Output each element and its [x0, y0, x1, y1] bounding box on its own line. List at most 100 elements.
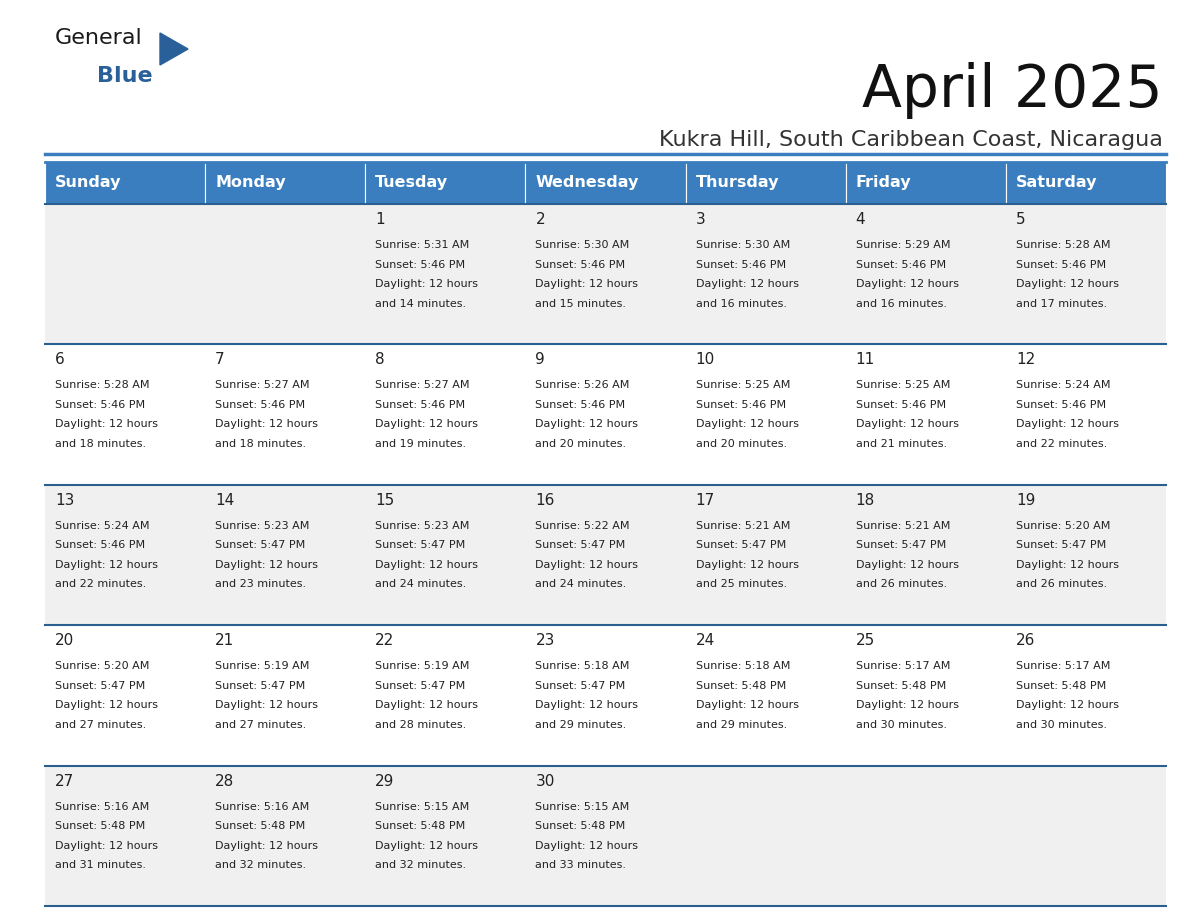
Text: Sunrise: 5:25 AM: Sunrise: 5:25 AM	[855, 380, 950, 390]
Text: and 30 minutes.: and 30 minutes.	[1016, 720, 1107, 730]
Text: Daylight: 12 hours: Daylight: 12 hours	[215, 700, 318, 711]
Text: Daylight: 12 hours: Daylight: 12 hours	[375, 700, 479, 711]
Text: 8: 8	[375, 353, 385, 367]
Text: Sunrise: 5:30 AM: Sunrise: 5:30 AM	[536, 240, 630, 250]
Text: Sunrise: 5:18 AM: Sunrise: 5:18 AM	[695, 661, 790, 671]
Text: Daylight: 12 hours: Daylight: 12 hours	[855, 700, 959, 711]
Text: Daylight: 12 hours: Daylight: 12 hours	[55, 700, 158, 711]
Text: Sunset: 5:46 PM: Sunset: 5:46 PM	[855, 260, 946, 270]
Text: Sunset: 5:48 PM: Sunset: 5:48 PM	[695, 681, 785, 690]
Text: and 16 minutes.: and 16 minutes.	[695, 298, 786, 308]
Text: Sunset: 5:47 PM: Sunset: 5:47 PM	[855, 541, 946, 550]
Text: Monday: Monday	[215, 175, 286, 191]
Text: Sunset: 5:46 PM: Sunset: 5:46 PM	[1016, 260, 1106, 270]
Text: and 33 minutes.: and 33 minutes.	[536, 860, 626, 870]
Text: Daylight: 12 hours: Daylight: 12 hours	[536, 700, 638, 711]
Text: Thursday: Thursday	[695, 175, 779, 191]
Bar	[846, 162, 1006, 204]
Text: 7: 7	[215, 353, 225, 367]
Text: 23: 23	[536, 633, 555, 648]
Text: 15: 15	[375, 493, 394, 508]
Text: Sunset: 5:46 PM: Sunset: 5:46 PM	[375, 260, 466, 270]
Text: Sunrise: 5:25 AM: Sunrise: 5:25 AM	[695, 380, 790, 390]
Text: and 21 minutes.: and 21 minutes.	[855, 439, 947, 449]
Text: and 25 minutes.: and 25 minutes.	[695, 579, 786, 589]
Text: Daylight: 12 hours: Daylight: 12 hours	[215, 420, 318, 430]
Text: and 18 minutes.: and 18 minutes.	[215, 439, 307, 449]
Text: and 20 minutes.: and 20 minutes.	[695, 439, 786, 449]
Text: 3: 3	[695, 212, 706, 227]
Text: Daylight: 12 hours: Daylight: 12 hours	[215, 560, 318, 570]
Text: Daylight: 12 hours: Daylight: 12 hours	[55, 560, 158, 570]
Text: Daylight: 12 hours: Daylight: 12 hours	[375, 420, 479, 430]
Text: Saturday: Saturday	[1016, 175, 1098, 191]
Text: Sunset: 5:47 PM: Sunset: 5:47 PM	[375, 681, 466, 690]
Text: 2: 2	[536, 212, 545, 227]
Text: Sunrise: 5:17 AM: Sunrise: 5:17 AM	[1016, 661, 1111, 671]
Text: and 18 minutes.: and 18 minutes.	[55, 439, 146, 449]
Text: and 22 minutes.: and 22 minutes.	[1016, 439, 1107, 449]
Text: and 30 minutes.: and 30 minutes.	[855, 720, 947, 730]
Text: Sunrise: 5:19 AM: Sunrise: 5:19 AM	[215, 661, 310, 671]
Text: and 27 minutes.: and 27 minutes.	[55, 720, 146, 730]
Text: 27: 27	[55, 774, 74, 789]
Text: Daylight: 12 hours: Daylight: 12 hours	[1016, 420, 1119, 430]
Text: Sunrise: 5:20 AM: Sunrise: 5:20 AM	[55, 661, 150, 671]
Text: 1: 1	[375, 212, 385, 227]
Text: Sunrise: 5:29 AM: Sunrise: 5:29 AM	[855, 240, 950, 250]
Text: 9: 9	[536, 353, 545, 367]
Text: 30: 30	[536, 774, 555, 789]
Text: and 27 minutes.: and 27 minutes.	[215, 720, 307, 730]
Text: 21: 21	[215, 633, 234, 648]
Text: and 24 minutes.: and 24 minutes.	[375, 579, 467, 589]
Text: and 23 minutes.: and 23 minutes.	[215, 579, 307, 589]
Text: and 20 minutes.: and 20 minutes.	[536, 439, 626, 449]
Text: and 24 minutes.: and 24 minutes.	[536, 579, 627, 589]
Text: 4: 4	[855, 212, 865, 227]
Text: Sunrise: 5:15 AM: Sunrise: 5:15 AM	[375, 801, 469, 812]
Text: 26: 26	[1016, 633, 1035, 648]
Text: Daylight: 12 hours: Daylight: 12 hours	[375, 279, 479, 289]
Text: Sunset: 5:48 PM: Sunset: 5:48 PM	[375, 821, 466, 831]
Text: 13: 13	[55, 493, 75, 508]
Bar	[525, 162, 685, 204]
Text: Sunrise: 5:31 AM: Sunrise: 5:31 AM	[375, 240, 469, 250]
Text: 5: 5	[1016, 212, 1025, 227]
Text: and 29 minutes.: and 29 minutes.	[695, 720, 786, 730]
Text: Sunrise: 5:17 AM: Sunrise: 5:17 AM	[855, 661, 950, 671]
Bar	[685, 162, 846, 204]
Text: Sunrise: 5:21 AM: Sunrise: 5:21 AM	[695, 521, 790, 531]
Text: Sunset: 5:46 PM: Sunset: 5:46 PM	[536, 260, 626, 270]
Text: Wednesday: Wednesday	[536, 175, 639, 191]
Text: Sunset: 5:46 PM: Sunset: 5:46 PM	[695, 260, 785, 270]
Text: 11: 11	[855, 353, 876, 367]
Text: 17: 17	[695, 493, 715, 508]
Text: Sunrise: 5:19 AM: Sunrise: 5:19 AM	[375, 661, 469, 671]
Text: Sunrise: 5:15 AM: Sunrise: 5:15 AM	[536, 801, 630, 812]
Text: Friday: Friday	[855, 175, 911, 191]
Text: Daylight: 12 hours: Daylight: 12 hours	[375, 560, 479, 570]
Text: Daylight: 12 hours: Daylight: 12 hours	[855, 420, 959, 430]
Text: Daylight: 12 hours: Daylight: 12 hours	[215, 841, 318, 851]
Text: Sunset: 5:46 PM: Sunset: 5:46 PM	[695, 400, 785, 410]
Text: and 32 minutes.: and 32 minutes.	[215, 860, 307, 870]
Text: Sunset: 5:48 PM: Sunset: 5:48 PM	[1016, 681, 1106, 690]
Bar	[1006, 162, 1165, 204]
Text: Sunset: 5:47 PM: Sunset: 5:47 PM	[55, 681, 145, 690]
Text: 20: 20	[55, 633, 74, 648]
Text: Sunday: Sunday	[55, 175, 121, 191]
Text: Daylight: 12 hours: Daylight: 12 hours	[1016, 279, 1119, 289]
Text: Blue: Blue	[97, 66, 152, 86]
Text: Daylight: 12 hours: Daylight: 12 hours	[695, 279, 798, 289]
Text: Sunset: 5:47 PM: Sunset: 5:47 PM	[1016, 541, 1106, 550]
Bar	[45, 766, 1165, 906]
Text: Daylight: 12 hours: Daylight: 12 hours	[536, 420, 638, 430]
Bar	[45, 162, 206, 204]
Text: Sunrise: 5:27 AM: Sunrise: 5:27 AM	[215, 380, 310, 390]
Bar	[365, 162, 525, 204]
Text: Sunset: 5:47 PM: Sunset: 5:47 PM	[215, 681, 305, 690]
Text: and 16 minutes.: and 16 minutes.	[855, 298, 947, 308]
Bar	[45, 344, 1165, 485]
Text: Sunrise: 5:28 AM: Sunrise: 5:28 AM	[55, 380, 150, 390]
Text: and 22 minutes.: and 22 minutes.	[55, 579, 146, 589]
